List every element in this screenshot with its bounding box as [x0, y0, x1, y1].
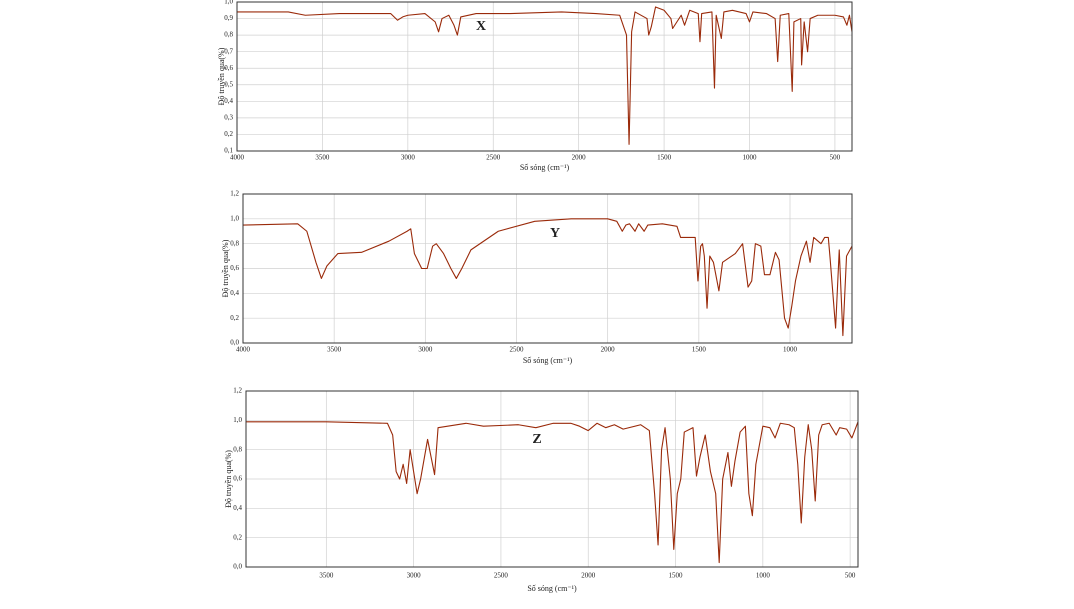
annotation: X — [476, 19, 486, 34]
x-tick-label: 2500 — [486, 154, 501, 162]
x-tick-label: 1500 — [669, 572, 684, 580]
x-tick-label: 1500 — [692, 346, 707, 354]
x-axis-label: Số sóng (cm⁻¹) — [520, 163, 570, 172]
y-tick-label: 0,2 — [233, 533, 242, 541]
spectrum-line — [246, 421, 859, 564]
y-tick-label: 1,0 — [224, 0, 233, 6]
x-tick-label: 3500 — [327, 346, 342, 354]
y-tick-label: 0,4 — [230, 289, 239, 297]
spectrum-line — [237, 6, 853, 145]
y-tick-label: 0,5 — [224, 80, 233, 88]
x-tick-label: 3500 — [315, 154, 330, 162]
y-tick-label: 0,3 — [224, 113, 233, 121]
x-tick-label: 500 — [830, 154, 841, 162]
annotation: Y — [550, 226, 560, 241]
spectrum-chart: 0,0 0,2 0,4 0,6 0,8 1,0 1,2 4000 3500 3000 2500 200… — [221, 190, 853, 365]
x-tick-label: 3000 — [401, 154, 416, 162]
y-tick-label: 0,2 — [230, 314, 239, 322]
plot-frame — [236, 1, 853, 152]
plot-frame — [245, 390, 859, 568]
y-tick-label: 0,9 — [224, 14, 233, 22]
x-tick-label: 3000 — [418, 346, 433, 354]
y-tick-label: 0,7 — [224, 47, 233, 55]
y-axis-label: Độ truyền qua(%) — [224, 450, 233, 508]
y-tick-label: 0,8 — [233, 445, 242, 453]
x-tick-label: 2500 — [510, 346, 525, 354]
y-tick-label: 1,2 — [233, 387, 242, 395]
x-axis-label: Số sóng (cm⁻¹) — [527, 584, 577, 593]
y-tick-label: 0,1 — [224, 147, 233, 155]
x-tick-label: 2000 — [572, 154, 587, 162]
spectrum-chart: 0,1 0,2 0,3 0,4 0,5 0,6 0,7 0,8 0,9 1,0 4000 3500 30… — [217, 0, 853, 172]
x-tick-label: 4000 — [236, 346, 251, 354]
x-tick-label: 2000 — [601, 346, 616, 354]
y-tick-label: 0,8 — [230, 239, 239, 247]
x-tick-label: 1000 — [783, 346, 798, 354]
y-tick-label: 0,4 — [224, 97, 233, 105]
y-tick-label: 0,0 — [233, 563, 242, 571]
y-tick-label: 0,6 — [230, 264, 239, 272]
plot-area — [237, 2, 852, 151]
x-tick-label: 3500 — [319, 572, 334, 580]
y-tick-label: 0,8 — [224, 31, 233, 39]
y-axis-label: Độ truyền qua(%) — [221, 239, 230, 297]
y-tick-label: 0,2 — [224, 130, 233, 138]
x-tick-label: 3000 — [407, 572, 422, 580]
x-tick-label: 2500 — [494, 572, 509, 580]
x-tick-label: 500 — [845, 572, 856, 580]
x-axis-label: Số sóng (cm⁻¹) — [523, 356, 573, 365]
spectrum-chart: 0,0 0,2 0,4 0,6 0,8 1,0 1,2 3500 3000 2500 2000 150… — [224, 387, 859, 593]
plot-frame — [242, 193, 853, 344]
spectrum-line — [242, 218, 853, 337]
x-tick-label: 1000 — [743, 154, 758, 162]
y-axis-label: Độ truyền qua(%) — [217, 47, 226, 105]
x-tick-label: 4000 — [230, 154, 245, 162]
y-tick-label: 1,0 — [230, 214, 239, 222]
y-tick-label: 0,6 — [233, 475, 242, 483]
x-tick-label: 2000 — [581, 572, 596, 580]
x-tick-label: 1500 — [657, 154, 672, 162]
annotation: Z — [532, 432, 541, 447]
y-tick-label: 1,0 — [233, 416, 242, 424]
y-tick-label: 0,6 — [224, 64, 233, 72]
y-tick-label: 1,2 — [230, 190, 239, 198]
x-tick-label: 1000 — [756, 572, 771, 580]
y-tick-label: 0,4 — [233, 504, 242, 512]
y-tick-label: 0,0 — [230, 339, 239, 347]
